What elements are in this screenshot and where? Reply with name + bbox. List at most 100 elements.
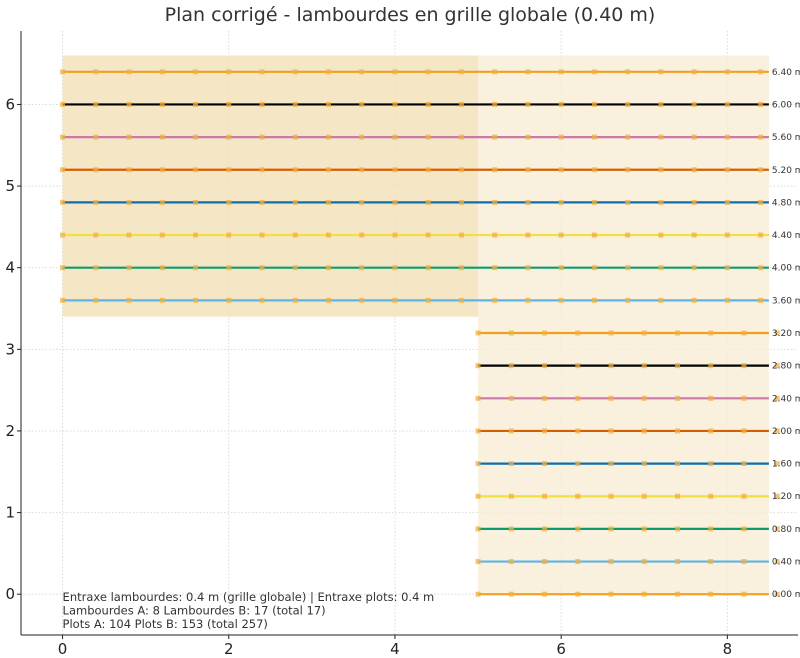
plot-marker — [675, 591, 681, 597]
plot-marker — [508, 559, 514, 565]
plot-marker — [708, 330, 714, 336]
plot-marker — [691, 167, 697, 173]
plot-marker — [691, 232, 697, 238]
plot-marker — [292, 297, 298, 303]
plot-marker — [193, 232, 199, 238]
axis-layer: 0 2 4 6 8 0 1 2 3 4 5 6 — [5, 31, 798, 658]
zone-b — [478, 55, 769, 595]
plot-marker — [774, 559, 780, 565]
x-tick-label: 2 — [224, 640, 234, 658]
series-end-label: 2.80 m — [772, 362, 800, 372]
plot-marker — [425, 265, 431, 271]
series-end-label: 4.00 m — [772, 264, 800, 274]
plot-marker — [193, 167, 199, 173]
plot-marker — [193, 134, 199, 140]
plot-marker — [625, 69, 631, 75]
plot-marker — [591, 101, 597, 107]
plot-marker — [558, 199, 564, 205]
plot-marker — [558, 265, 564, 271]
plot-marker — [608, 559, 614, 565]
series-end-label: 2.40 m — [772, 394, 800, 404]
plot-marker — [758, 265, 764, 271]
plot-marker — [558, 232, 564, 238]
plot-marker — [575, 526, 581, 532]
zone-layer — [62, 55, 769, 595]
plot-marker — [226, 167, 232, 173]
plot-marker — [475, 461, 481, 467]
plot-marker — [392, 134, 398, 140]
plot-marker — [774, 461, 780, 467]
plot-marker — [741, 493, 747, 499]
plot-marker — [641, 363, 647, 369]
plot-marker — [774, 330, 780, 336]
plot-marker — [608, 526, 614, 532]
plot-marker — [591, 265, 597, 271]
x-tick-label: 8 — [723, 640, 733, 658]
plot-marker — [60, 134, 66, 140]
plot-marker — [126, 134, 132, 140]
plot-marker — [458, 232, 464, 238]
plot-marker — [126, 167, 132, 173]
plot-marker — [724, 199, 730, 205]
plot-marker — [226, 101, 232, 107]
plot-marker — [259, 297, 265, 303]
plot-marker — [591, 69, 597, 75]
plot-marker — [691, 134, 697, 140]
plot-marker — [758, 134, 764, 140]
plot-marker — [425, 134, 431, 140]
plot-marker — [93, 101, 99, 107]
series-end-label: 0.40 m — [772, 558, 800, 568]
plot-marker — [458, 199, 464, 205]
plot-marker — [724, 69, 730, 75]
plot-marker — [641, 330, 647, 336]
plot-marker — [741, 330, 747, 336]
plot-marker — [741, 591, 747, 597]
plot-marker — [425, 101, 431, 107]
plot-marker — [774, 493, 780, 499]
plot-marker — [575, 591, 581, 597]
y-tick-label: 4 — [5, 259, 15, 277]
plot-marker — [159, 199, 165, 205]
plot-marker — [475, 363, 481, 369]
plot-marker — [575, 493, 581, 499]
plot-marker — [708, 461, 714, 467]
plot-marker — [425, 232, 431, 238]
plot-marker — [475, 559, 481, 565]
plot-marker — [724, 232, 730, 238]
y-tick-label: 5 — [5, 177, 15, 195]
series-end-label: 4.80 m — [772, 198, 800, 208]
plot-marker — [675, 363, 681, 369]
plot-marker — [774, 591, 780, 597]
plot-marker — [425, 199, 431, 205]
plot-marker — [458, 69, 464, 75]
plot-marker — [508, 363, 514, 369]
plot-marker — [542, 591, 548, 597]
plot-marker — [675, 493, 681, 499]
plot-marker — [641, 591, 647, 597]
plot-marker — [575, 363, 581, 369]
plot-marker — [608, 461, 614, 467]
plot-marker — [126, 69, 132, 75]
plot-marker — [641, 526, 647, 532]
plot-marker — [774, 395, 780, 401]
plot-marker — [60, 101, 66, 107]
plot-marker — [60, 199, 66, 205]
plot-marker — [608, 330, 614, 336]
plot-marker — [575, 559, 581, 565]
plot-marker — [93, 69, 99, 75]
plot-marker — [259, 101, 265, 107]
plot-marker — [558, 167, 564, 173]
chart-title: Plan corrigé - lambourdes en grille glob… — [165, 4, 656, 26]
annotation-line: Entraxe lambourdes: 0.4 m (grille global… — [63, 590, 435, 604]
plot-marker — [591, 232, 597, 238]
plot-marker — [159, 232, 165, 238]
plot-marker — [508, 330, 514, 336]
plot-marker — [525, 232, 531, 238]
plot-marker — [193, 199, 199, 205]
plot-marker — [525, 265, 531, 271]
plot-marker — [542, 461, 548, 467]
plot-marker — [93, 232, 99, 238]
plot-marker — [691, 297, 697, 303]
plot-marker — [641, 395, 647, 401]
plot-marker — [492, 167, 498, 173]
